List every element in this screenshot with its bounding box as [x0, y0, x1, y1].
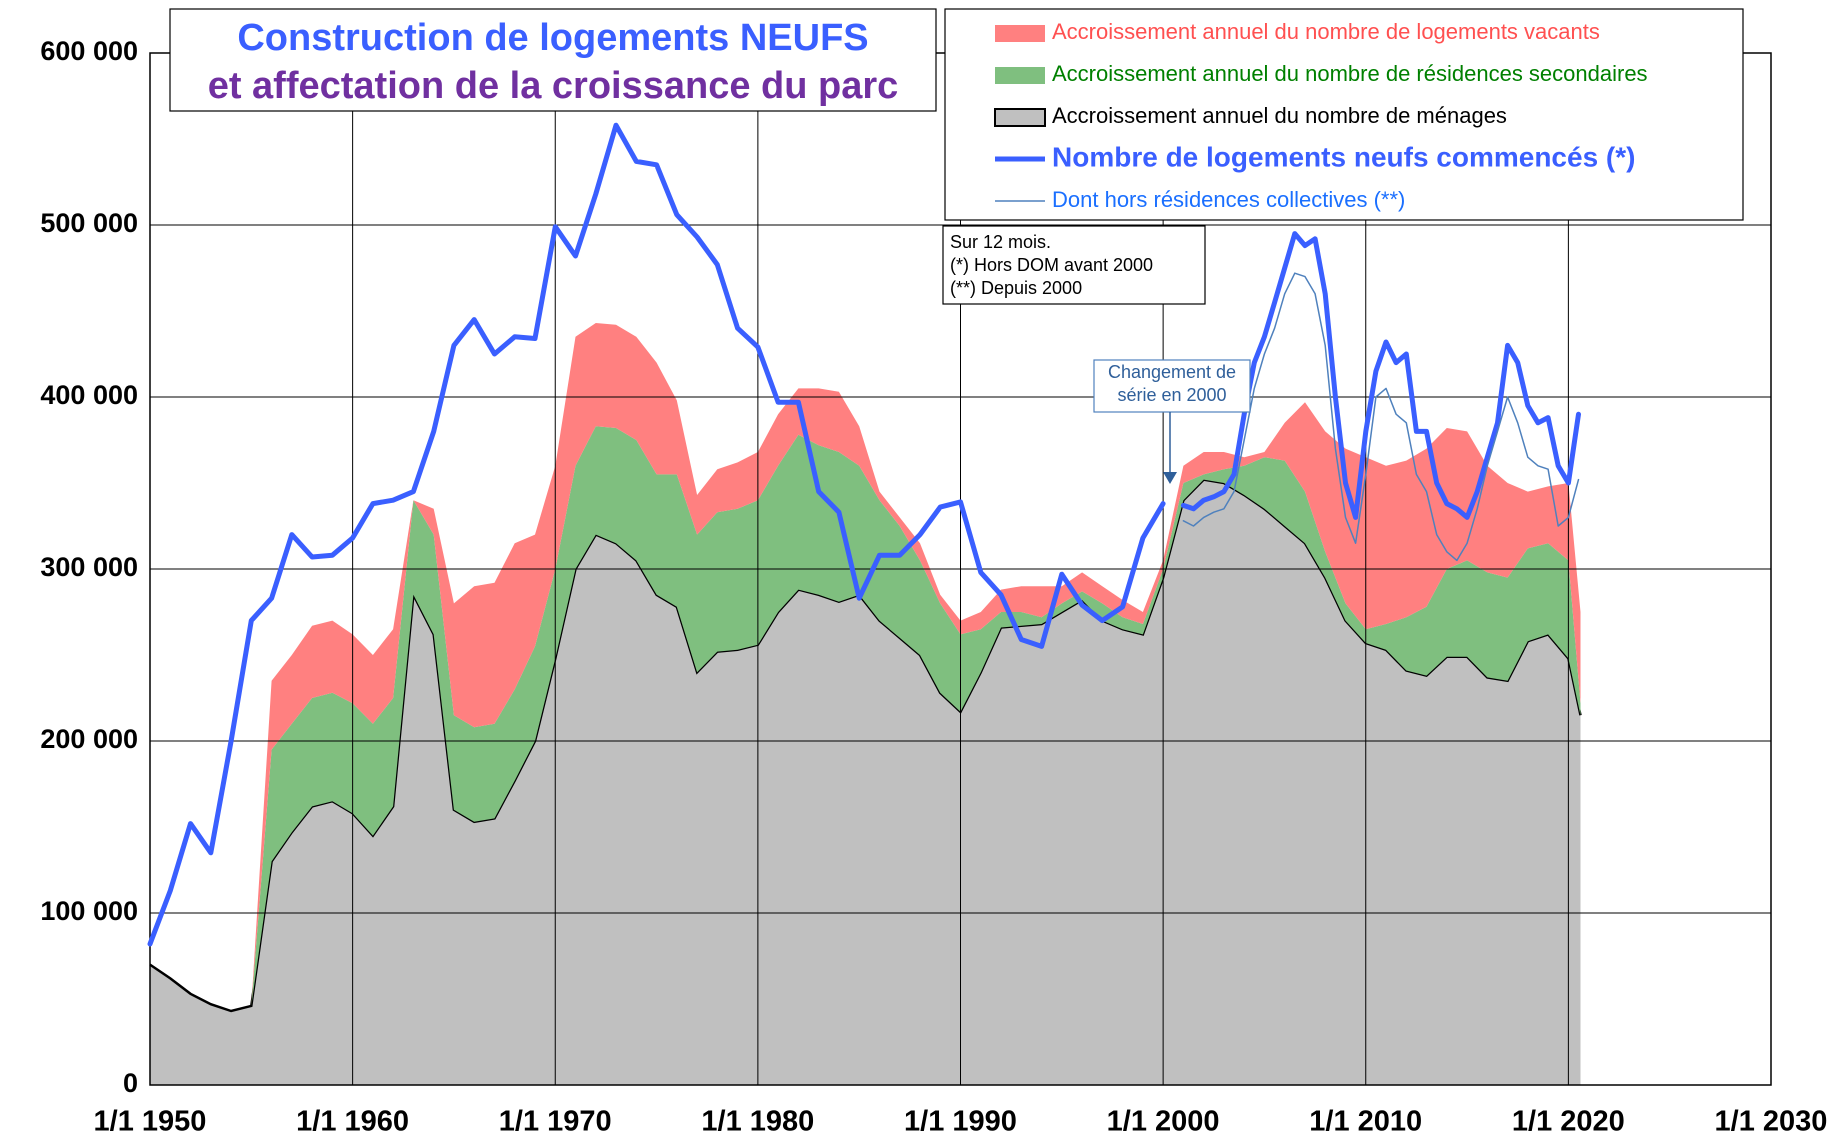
- overlay: Construction de logements NEUFS et affec…: [169, 8, 1744, 484]
- annotation-text: série en 2000: [1117, 385, 1226, 405]
- area: [150, 479, 1581, 1086]
- chart-title: Construction de logements NEUFS: [237, 17, 868, 59]
- x-tick-label: 1/1 1960: [296, 1106, 409, 1138]
- legend: Accroissement annuel du nombre de logeme…: [994, 19, 1648, 212]
- y-tick-label: 100 000: [40, 896, 138, 926]
- x-tick-label: 1/1 2020: [1512, 1106, 1625, 1138]
- legend-label: Dont hors résidences collectives (**): [1052, 187, 1405, 212]
- note-text: (*) Hors DOM avant 2000: [950, 255, 1153, 275]
- legend-swatch: [995, 67, 1045, 84]
- plot-area: 0 100 000 200 000 300 000 400 000 500 000 600 …: [40, 36, 1827, 1138]
- note-box: [942, 225, 1206, 305]
- note-text: (**) Depuis 2000: [950, 278, 1082, 298]
- y-tick-label: 0: [123, 1068, 138, 1098]
- y-tick-label: 400 000: [40, 380, 138, 410]
- legend-label: Nombre de logements neufs commencés (*): [1052, 141, 1635, 172]
- legend-swatch: [994, 108, 1046, 127]
- y-tick-label: 200 000: [40, 724, 138, 754]
- note-text: Sur 12 mois.: [950, 232, 1051, 252]
- legend-swatch: [995, 25, 1045, 42]
- x-tick-label: 1/1 1990: [904, 1106, 1017, 1138]
- x-tick-label: 1/1 2010: [1309, 1106, 1422, 1138]
- title-box: [169, 8, 937, 112]
- annotation-text: Changement de: [1108, 362, 1236, 382]
- area: [251, 426, 1581, 1006]
- x-tick-label: 1/1 1970: [499, 1106, 612, 1138]
- x-tick-label: 1/1 2030: [1715, 1106, 1828, 1138]
- annotation-arrowhead: [1163, 472, 1177, 484]
- chart-subtitle: et affectation de la croissance du parc: [208, 65, 899, 107]
- legend-box: [944, 8, 1744, 221]
- legend-label: Accroissement annuel du nombre de réside…: [1052, 61, 1648, 86]
- annotation-box: [1093, 359, 1251, 413]
- line: [1182, 272, 1580, 562]
- y-tick-label: 500 000: [40, 208, 138, 238]
- x-tick-label: 1/1 2000: [1107, 1106, 1220, 1138]
- x-tick-label: 1/1 1950: [94, 1106, 207, 1138]
- x-tick-label: 1/1 1980: [701, 1106, 814, 1138]
- y-tick-label: 600 000: [40, 36, 138, 66]
- y-tick-label: 300 000: [40, 552, 138, 582]
- legend-label: Accroissement annuel du nombre de logeme…: [1052, 19, 1600, 44]
- legend-label: Accroissement annuel du nombre de ménage…: [1052, 103, 1507, 128]
- area: [251, 323, 1581, 1006]
